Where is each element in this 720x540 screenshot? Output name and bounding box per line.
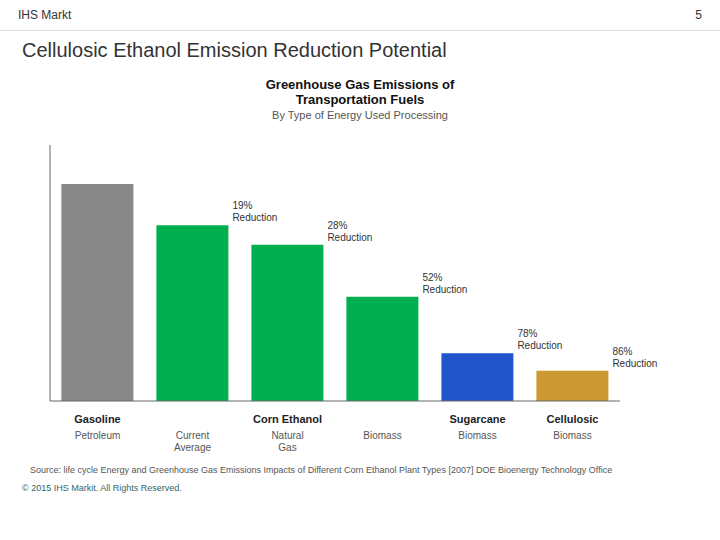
html-text:© 2015 IHS Markit. All Rights: © 2015 IHS Markit. All Rights Reserved.	[22, 483, 182, 493]
svg-text:52%: 52%	[422, 272, 442, 283]
html-text:Cellulosic Ethanol Emission Re: Cellulosic Ethanol Emission Reduction Po…	[22, 39, 447, 61]
svg-text:Corn Ethanol: Corn Ethanol	[253, 413, 322, 425]
svg-text:Natural: Natural	[271, 430, 303, 441]
svg-text:Sugarcane: Sugarcane	[449, 413, 505, 425]
svg-text:Cellulosic: Cellulosic	[547, 413, 599, 425]
html-text:Source: life cycle Energy and: Source: life cycle Energy and Greenhouse…	[30, 465, 613, 475]
svg-text:86%: 86%	[612, 346, 632, 357]
svg-text:19%: 19%	[232, 200, 252, 211]
svg-text:Gasoline: Gasoline	[74, 413, 120, 425]
svg-text:Petroleum: Petroleum	[75, 430, 121, 441]
svg-text:Reduction: Reduction	[327, 232, 372, 243]
html-text:Greenhouse Gas Emissions of: Greenhouse Gas Emissions of	[265, 77, 455, 92]
svg-text:Reduction: Reduction	[422, 284, 467, 295]
html-text:IHS Markt: IHS Markt	[18, 8, 72, 22]
svg-text:Biomass: Biomass	[553, 430, 591, 441]
svg-text:Reduction: Reduction	[232, 212, 277, 223]
svg-text:Reduction: Reduction	[612, 358, 657, 369]
svg-text:Biomass: Biomass	[363, 430, 401, 441]
html-text:By Type of Energy Used Process: By Type of Energy Used Processing	[272, 109, 448, 121]
svg-text:Gas: Gas	[278, 442, 296, 453]
svg-text:78%: 78%	[517, 328, 537, 339]
svg-text:Average: Average	[174, 442, 212, 453]
svg-text:Current: Current	[176, 430, 210, 441]
svg-text:28%: 28%	[327, 220, 347, 231]
svg-text:Biomass: Biomass	[458, 430, 496, 441]
html-text:5: 5	[695, 8, 702, 22]
html-text:Transportation Fuels: Transportation Fuels	[295, 92, 425, 107]
svg-text:Reduction: Reduction	[517, 340, 562, 351]
